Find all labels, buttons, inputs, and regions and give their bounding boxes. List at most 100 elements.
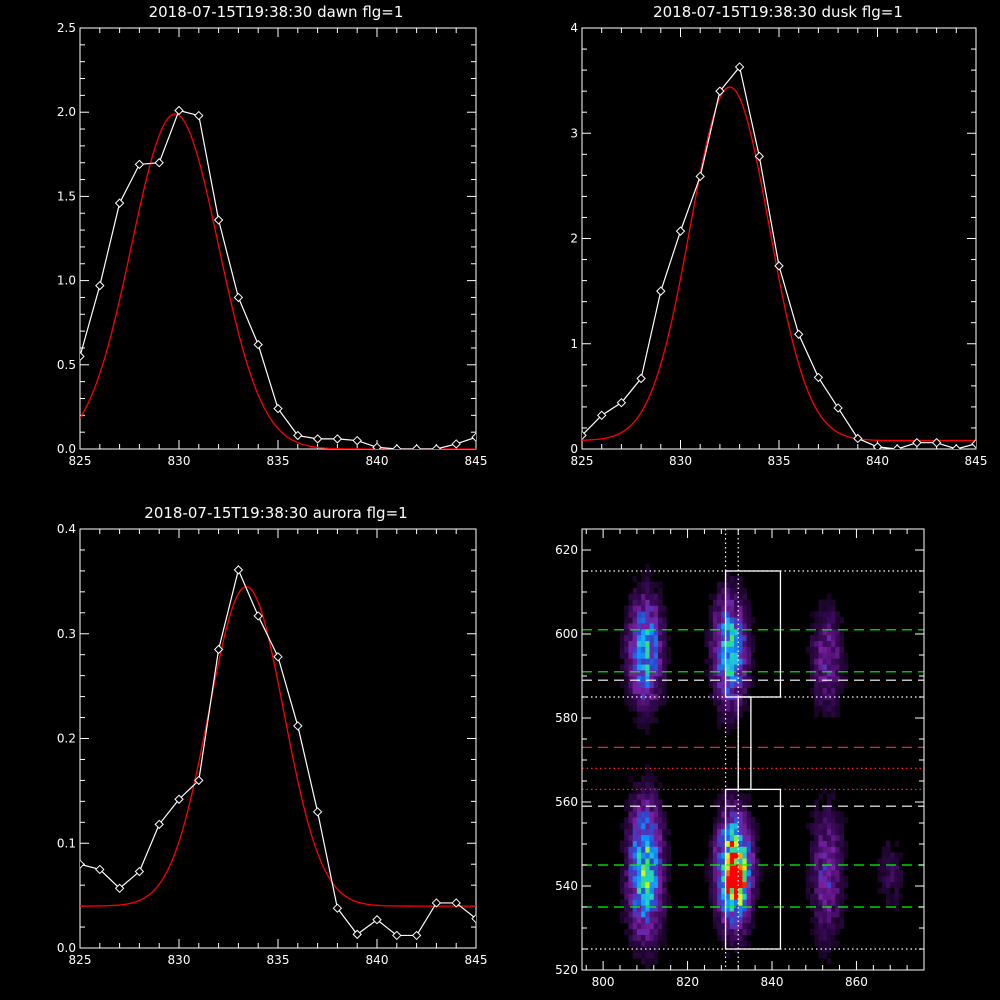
heatmap-cell: [641, 934, 646, 941]
heatmap-cell: [649, 952, 655, 959]
heatmap-cell: [835, 670, 840, 677]
heatmap-cell: [708, 623, 714, 630]
heatmap-cell: [658, 640, 663, 647]
heatmap-cell: [653, 828, 659, 836]
heatmap-cell: [810, 905, 815, 912]
heatmap-cell: [620, 640, 625, 647]
heatmap-cell: [839, 676, 845, 683]
heatmap-cell: [653, 823, 659, 830]
heatmap-cell: [658, 811, 663, 818]
heatmap-cell: [894, 870, 899, 877]
heatmap-cell: [822, 946, 828, 953]
heatmap-cell: [658, 823, 663, 830]
heatmap-cell: [645, 593, 650, 600]
heatmap-cell: [835, 664, 840, 671]
heatmap-cell: [636, 670, 642, 677]
heatmap-cell: [725, 922, 731, 930]
heatmap-cell: [632, 593, 638, 600]
heatmap-cell: [636, 799, 642, 806]
plot-frame: [79, 528, 477, 949]
heatmap-cell: [814, 846, 819, 853]
heatmap-cell: [742, 881, 747, 888]
heatmap-cell: [712, 658, 718, 665]
heatmap-cell: [645, 811, 650, 818]
heatmap-cell: [662, 917, 667, 924]
heatmap-cell: [725, 711, 731, 718]
heatmap-cell: [835, 875, 840, 883]
heatmap-cell: [704, 640, 709, 647]
heatmap-cell: [641, 687, 646, 694]
heatmap-cell: [717, 634, 722, 642]
heatmap-cell: [641, 870, 646, 877]
heatmap-cell: [835, 922, 840, 930]
heatmap-cell: [628, 805, 633, 812]
heatmap-cell: [818, 928, 823, 936]
heatmap-cell: [742, 893, 747, 900]
heatmap-cell: [624, 846, 629, 853]
heatmap-cell: [666, 870, 671, 877]
heatmap-cell: [886, 887, 891, 894]
heatmap-cell: [831, 611, 836, 618]
heatmap-cell: [725, 811, 731, 818]
heatmap-cell: [712, 899, 718, 906]
heatmap-cell: [628, 793, 633, 800]
heatmap-cell: [831, 922, 836, 930]
data-point: [971, 439, 976, 449]
heatmap-cell: [712, 693, 718, 700]
heatmap-cell: [704, 864, 709, 871]
heatmap-cell: [641, 640, 646, 647]
heatmap-cell: [658, 905, 663, 912]
heatmap-cell: [636, 887, 642, 894]
heatmap-cell: [734, 928, 739, 936]
heatmap-cell: [810, 676, 815, 683]
heatmap-cell: [839, 652, 845, 659]
heatmap-cell: [641, 699, 646, 706]
heatmap-cell: [645, 764, 650, 771]
heatmap-cell: [653, 658, 659, 665]
heatmap-cell: [822, 623, 828, 630]
heatmap-cell: [624, 623, 629, 630]
heatmap-cell: [843, 840, 849, 847]
heatmap-cell: [641, 670, 646, 677]
heatmap-cell: [738, 922, 743, 930]
heatmap-cell: [725, 681, 731, 689]
heatmap-cell: [649, 640, 655, 647]
heatmap-cell: [666, 634, 671, 642]
heatmap-cell: [759, 870, 764, 877]
heatmap-cell: [666, 875, 671, 883]
heatmap-cell: [620, 646, 625, 653]
heatmap-cell: [738, 576, 743, 583]
heatmap-cell: [628, 681, 633, 689]
heatmap-cell: [750, 899, 756, 906]
heatmap-cell: [632, 793, 638, 800]
heatmap-cell: [818, 846, 823, 853]
y-tick-label: 4: [570, 21, 578, 35]
y-tick-label: 0.3: [57, 627, 76, 641]
heatmap-cell: [738, 817, 743, 824]
heatmap-cell: [717, 823, 722, 830]
heatmap-cell: [641, 599, 646, 606]
heatmap-cell: [742, 887, 747, 894]
heatmap-cell: [658, 881, 663, 888]
x-tick-label: 840: [366, 454, 389, 468]
heatmap-cell: [658, 840, 663, 847]
heatmap-cell: [839, 681, 845, 689]
heatmap-cell: [653, 870, 659, 877]
heatmap-cell: [729, 687, 735, 694]
heatmap-cell: [628, 828, 633, 836]
heatmap-cell: [624, 664, 629, 671]
heatmap-cell: [653, 946, 659, 953]
heatmap-cell: [636, 617, 642, 624]
heatmap-cell: [818, 646, 823, 653]
heatmap-cell: [725, 887, 731, 894]
heatmap-cell: [662, 922, 667, 930]
heatmap-cell: [649, 805, 655, 812]
heatmap-cell: [658, 846, 663, 853]
heatmap-cell: [831, 793, 836, 800]
heatmap-cell: [704, 858, 709, 865]
heatmap-cell: [717, 693, 722, 700]
heatmap-cell: [721, 705, 726, 712]
heatmap-cell: [620, 823, 625, 830]
heatmap-cell: [632, 634, 638, 642]
heatmap-cell: [894, 852, 899, 859]
